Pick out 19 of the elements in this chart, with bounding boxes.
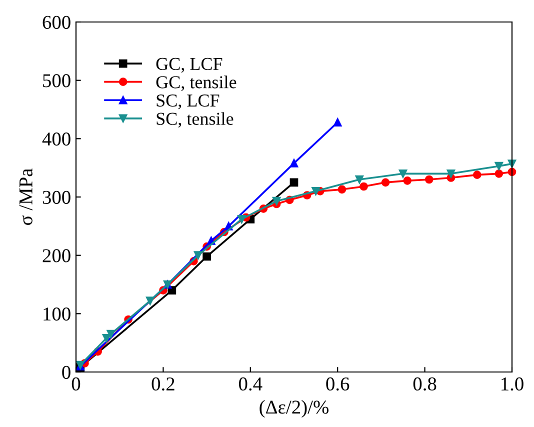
x-tick-label: 0.8 bbox=[413, 377, 436, 391]
x-axis-title: (Δε/2)/% bbox=[260, 400, 329, 418]
legend-label: GC, tensile bbox=[156, 76, 236, 91]
y-tick-label: 200 bbox=[42, 249, 70, 262]
y-axis-title: σ /MPa bbox=[19, 168, 32, 225]
y-tick-label: 500 bbox=[43, 74, 70, 88]
y-tick-label: 100 bbox=[44, 307, 70, 321]
x-tick-label: 0.4 bbox=[238, 377, 262, 391]
y-tick-label: 0 bbox=[62, 366, 70, 379]
y-tick-label: 300 bbox=[42, 190, 70, 204]
legend-label: SC, LCF bbox=[156, 94, 220, 110]
y-tick-label: 400 bbox=[42, 132, 70, 146]
x-tick-label: 0.6 bbox=[326, 377, 350, 391]
legend-label: GC, LCF bbox=[156, 58, 222, 73]
x-tick-label: 0 bbox=[72, 377, 80, 391]
x-tick-label: 1.0 bbox=[502, 377, 524, 391]
legend-label: SC, tensile bbox=[156, 112, 234, 128]
x-tick-label: 0.2 bbox=[152, 377, 174, 391]
y-tick-label: 600 bbox=[42, 16, 70, 29]
